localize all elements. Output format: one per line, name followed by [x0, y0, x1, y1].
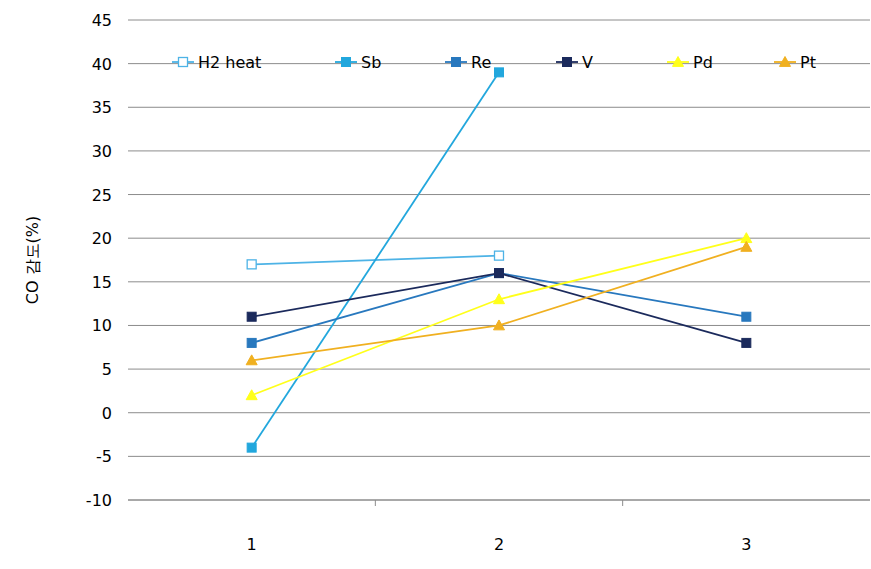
series [247, 269, 751, 348]
plot-area [246, 68, 752, 452]
y-tick-label: 30 [92, 142, 112, 161]
chart: -10 -5 0 5 10 15 20 25 30 35 40 45 1 2 3 CO 감도(%) H2 hea… [0, 0, 871, 569]
x-tick [375, 500, 376, 506]
point [494, 320, 505, 330]
y-tick-label: 20 [92, 229, 112, 248]
series-line [252, 72, 499, 447]
grid-line [128, 500, 870, 501]
series [247, 68, 503, 452]
legend-label: V [582, 53, 593, 72]
point [247, 338, 256, 347]
point [247, 312, 256, 321]
x-tick-label: 2 [494, 535, 504, 554]
point [247, 260, 256, 269]
series-line [252, 273, 747, 343]
grid-line [128, 194, 870, 195]
y-tick-label: 15 [92, 273, 112, 292]
point [742, 312, 751, 321]
point [742, 338, 751, 347]
legend-marker [673, 57, 684, 67]
grid-line [128, 456, 870, 457]
point [495, 269, 504, 278]
x-tick-label: 3 [741, 535, 751, 554]
legend-marker [179, 58, 188, 67]
grid-line [128, 150, 870, 151]
series-line [252, 273, 747, 343]
point [741, 241, 752, 251]
grid-line [128, 412, 870, 413]
grid-line [128, 20, 870, 21]
series-line [252, 247, 747, 360]
series [247, 269, 751, 348]
point [246, 390, 257, 400]
y-tick-label: 25 [92, 186, 112, 205]
series [246, 233, 752, 400]
x-tick [622, 500, 623, 506]
legend: H2 heat Sb Re V Pd Pt [172, 53, 816, 72]
y-tick-label: -5 [96, 447, 112, 466]
point [247, 443, 256, 452]
legend-label: Pd [693, 53, 713, 72]
grid-line [128, 281, 870, 282]
y-tick-label: 5 [102, 360, 112, 379]
legend-label: Re [471, 53, 491, 72]
legend-label: Sb [361, 53, 381, 72]
y-axis-label: CO 감도(%) [23, 216, 42, 305]
y-tick-label: -10 [86, 491, 112, 510]
y-tick-label: 10 [92, 316, 112, 335]
point [494, 294, 505, 304]
x-tick-label: 1 [247, 535, 257, 554]
grid-line [128, 107, 870, 108]
y-tick-label: 40 [92, 55, 112, 74]
point [495, 269, 504, 278]
legend-label: Pt [800, 53, 816, 72]
legend-marker [563, 58, 572, 67]
y-tick-label: 0 [102, 404, 112, 423]
y-tick-label: 35 [92, 98, 112, 117]
x-axis [128, 500, 870, 501]
legend-label: H2 heat [198, 53, 261, 72]
series-line [252, 238, 747, 395]
point [246, 355, 257, 365]
grid-line [128, 369, 870, 370]
point [495, 251, 504, 260]
point [495, 68, 504, 77]
legend-marker [342, 58, 351, 67]
series [246, 241, 752, 364]
y-tick-label: 45 [92, 11, 112, 30]
legend-marker [780, 57, 791, 67]
legend-marker [452, 58, 461, 67]
grid-line [128, 238, 870, 239]
